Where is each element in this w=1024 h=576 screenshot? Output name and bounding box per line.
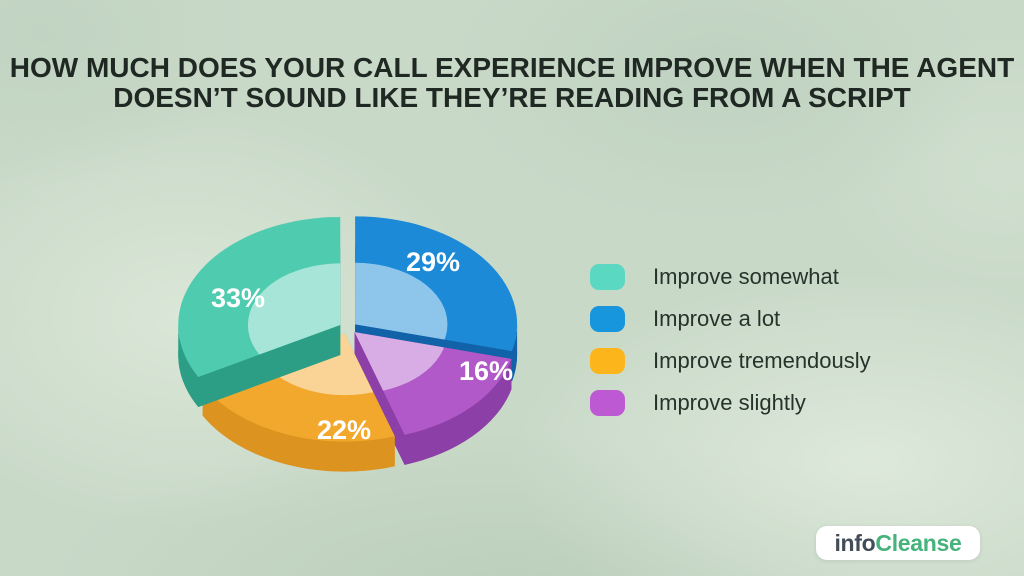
logo-text-cleanse: Cleanse <box>875 529 962 556</box>
legend-label: Improve tremendously <box>653 348 871 373</box>
legend-item: Improve tremendously <box>590 348 871 374</box>
legend-swatch-icon <box>590 306 625 332</box>
pie-slice-rim-wall <box>404 358 512 465</box>
pie-slice-highlight <box>355 262 448 352</box>
pie-slice-percentage-label: 22% <box>317 415 371 445</box>
infographic-title: HOW MUCH DOES YOUR CALL EXPERIENCE IMPRO… <box>0 53 1024 113</box>
legend-item: Improve a lot <box>590 306 871 332</box>
chart-legend: Improve somewhat Improve a lot Improve t… <box>590 264 871 432</box>
pie-slice-rim-wall <box>178 324 199 407</box>
pie-slice-percentage-label: 33% <box>211 283 265 313</box>
legend-swatch-icon <box>590 390 625 416</box>
legend-label: Improve somewhat <box>653 264 839 289</box>
pie-slice-rim-wall <box>512 324 518 382</box>
pie-slice-highlight <box>354 332 447 394</box>
legend-item: Improve somewhat <box>590 264 871 290</box>
title-line-1: HOW MUCH DOES YOUR CALL EXPERIENCE IMPRO… <box>9 52 1015 83</box>
infocleanse-logo: info Cleanse <box>816 526 980 560</box>
pie-slice-percentage-label: 29% <box>406 247 460 277</box>
legend-label: Improve a lot <box>653 306 781 331</box>
pie-slice-improve-somewhat <box>178 216 341 407</box>
title-line-2: DOESN’T SOUND LIKE THEY’RE READING FROM … <box>113 82 911 113</box>
pie-slice-rim-wall <box>202 385 395 472</box>
pie-slice-percentage-label: 16% <box>459 356 513 386</box>
legend-label: Improve slightly <box>653 390 806 415</box>
legend-swatch-icon <box>590 348 625 374</box>
legend-swatch-icon <box>590 264 625 290</box>
pie-slice-cut-wall <box>198 324 341 407</box>
legend-item: Improve slightly <box>590 390 871 416</box>
logo-text-info: info <box>834 529 876 556</box>
